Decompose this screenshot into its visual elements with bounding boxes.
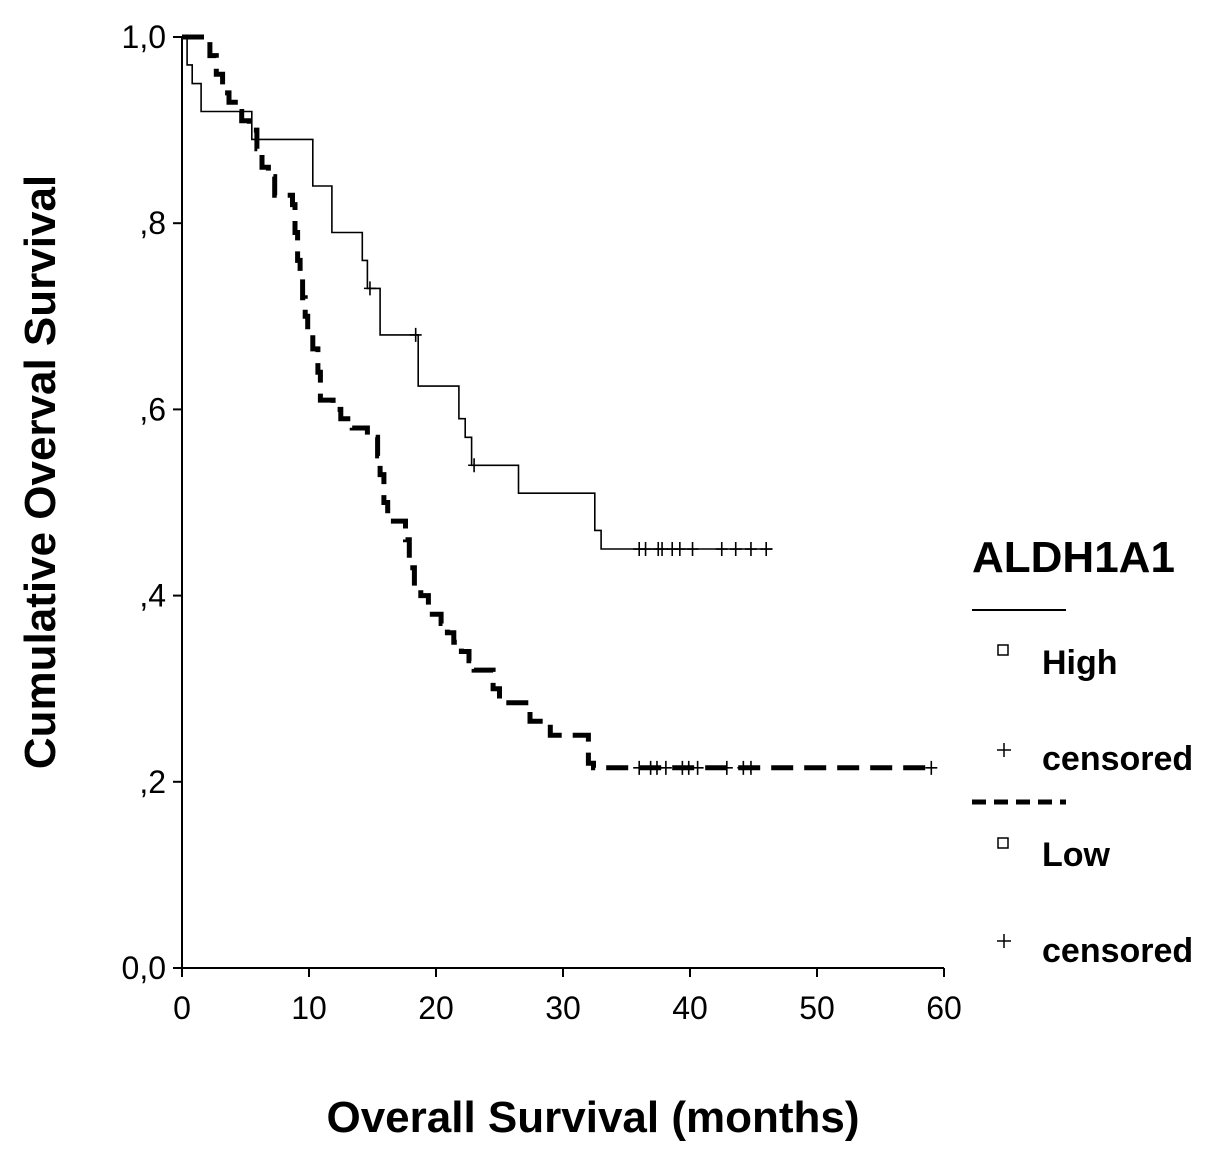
legend-low-censored-icon — [997, 934, 1011, 948]
legend-low-censored-label: censored — [1042, 932, 1193, 970]
y-tick-label: ,6 — [139, 391, 166, 427]
censored-mark-high — [760, 542, 773, 557]
censored-mark-high — [409, 327, 422, 342]
y-tick-label: ,4 — [139, 578, 166, 614]
censored-mark-high — [468, 458, 481, 473]
censored-mark-low — [720, 760, 733, 775]
legend-high-square-icon — [997, 644, 1009, 656]
y-axis-title: Cumulative Overval Survival — [16, 175, 65, 769]
x-tick-label: 50 — [799, 990, 835, 1026]
censored-mark-low — [633, 760, 646, 775]
censored-mark-low — [691, 760, 704, 775]
censored-mark-high — [639, 542, 652, 557]
censored-mark-high — [686, 542, 699, 557]
legend-high-censored-icon — [997, 743, 1011, 757]
x-axis-ticks: 0 10 20 30 40 50 60 — [173, 968, 962, 1026]
x-tick-label: 30 — [545, 990, 581, 1026]
legend-low-label: Low — [1042, 836, 1111, 874]
x-tick-label: 40 — [672, 990, 708, 1026]
axes — [181, 37, 944, 969]
x-axis-title: Overall Survival (months) — [326, 1093, 859, 1142]
censored-mark-high — [715, 542, 728, 557]
y-tick-label: 0,0 — [122, 950, 166, 986]
legend-title: ALDH1A1 — [972, 533, 1175, 582]
censored-mark-high — [656, 542, 669, 557]
censored-mark-high — [673, 542, 686, 557]
y-tick-label: ,8 — [139, 205, 166, 241]
x-tick-label: 0 — [173, 990, 191, 1026]
censored-mark-low — [659, 760, 672, 775]
y-axis-ticks: 0,0 ,2 ,4 ,6 ,8 1,0 — [122, 19, 182, 986]
censored-mark-high — [363, 281, 376, 296]
x-tick-label: 10 — [291, 990, 327, 1026]
censored-mark-high — [744, 542, 757, 557]
legend-high-censored-label: censored — [1042, 740, 1193, 778]
legend-low-square-icon — [997, 837, 1009, 849]
x-tick-label: 60 — [926, 990, 962, 1026]
censored-mark-high — [729, 542, 742, 557]
legend-high-label: High — [1042, 644, 1118, 682]
x-tick-label: 20 — [418, 990, 454, 1026]
series-low — [182, 34, 938, 775]
series-layer — [182, 34, 938, 775]
y-tick-label: 1,0 — [122, 19, 166, 55]
survival-curve-low — [182, 34, 932, 771]
y-tick-label: ,2 — [139, 764, 166, 800]
legend: ALDH1A1 High censored Low censored — [972, 533, 1193, 970]
series-high — [182, 36, 773, 557]
censored-mark-low — [925, 760, 938, 775]
censored-mark-low — [744, 760, 757, 775]
survival-curve-high — [182, 36, 773, 550]
